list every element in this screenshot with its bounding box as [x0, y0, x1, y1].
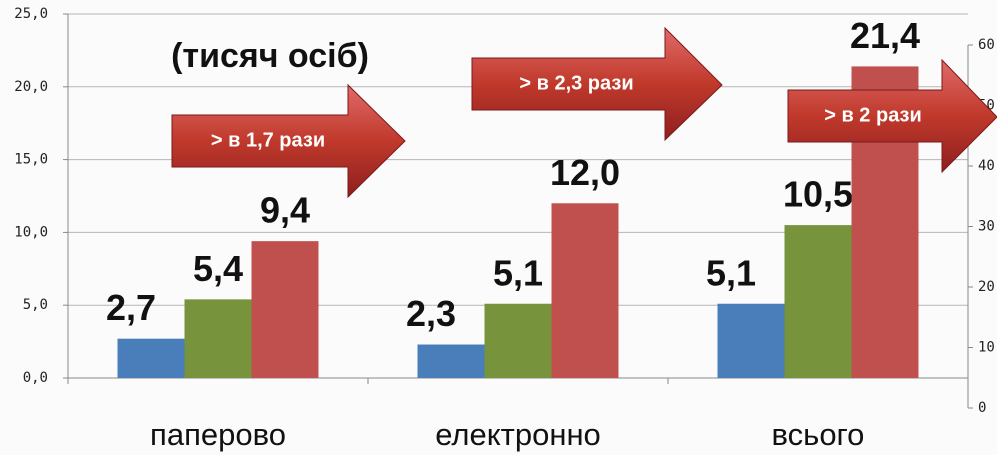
y2-tick-label: 60: [978, 37, 995, 53]
y-tick-label: 20,0: [14, 79, 48, 95]
x-tick-label: паперово: [150, 417, 286, 452]
bar: [551, 203, 619, 378]
bar: [251, 241, 319, 378]
y-tick-label: 10,0: [14, 224, 48, 240]
value-label: 5,1: [706, 252, 756, 293]
bar: [717, 303, 785, 378]
x-tick-label: електронно: [435, 417, 601, 452]
annotation: > в 2 рази: [824, 104, 922, 126]
value-label: 5,1: [493, 252, 543, 293]
y2-tick-label: 0: [978, 400, 986, 416]
y-tick-label: 25,0: [14, 6, 48, 22]
bar: [117, 338, 185, 378]
annotation: > в 1,7 рази: [211, 129, 325, 151]
y2-tick-label: 30: [978, 219, 995, 235]
y2-tick-label: 20: [978, 279, 995, 295]
value-label: 21,4: [850, 15, 920, 56]
value-label: 5,4: [193, 248, 243, 289]
arrow: [787, 58, 997, 174]
arrow: [471, 26, 723, 142]
value-label: 2,3: [406, 293, 456, 334]
bar: [184, 299, 252, 378]
x-tick-label: всього: [772, 417, 865, 452]
bar: [484, 303, 552, 378]
value-label: 12,0: [550, 152, 620, 193]
arrow: [171, 83, 406, 199]
value-label: 10,5: [783, 174, 853, 215]
y-tick-label: 15,0: [14, 152, 48, 168]
y2-tick-label: 10: [978, 340, 995, 356]
annotation: > в 2,3 рази: [519, 72, 633, 94]
y-tick-label: 0,0: [23, 370, 48, 386]
y-tick-label: 5,0: [23, 297, 48, 313]
bar: [784, 225, 852, 378]
subtitle: (тисяч осіб): [171, 37, 369, 75]
y2-tick-label: 40: [978, 158, 995, 174]
value-label: 9,4: [260, 190, 310, 231]
value-label: 2,7: [106, 287, 156, 328]
bar: [417, 344, 485, 378]
